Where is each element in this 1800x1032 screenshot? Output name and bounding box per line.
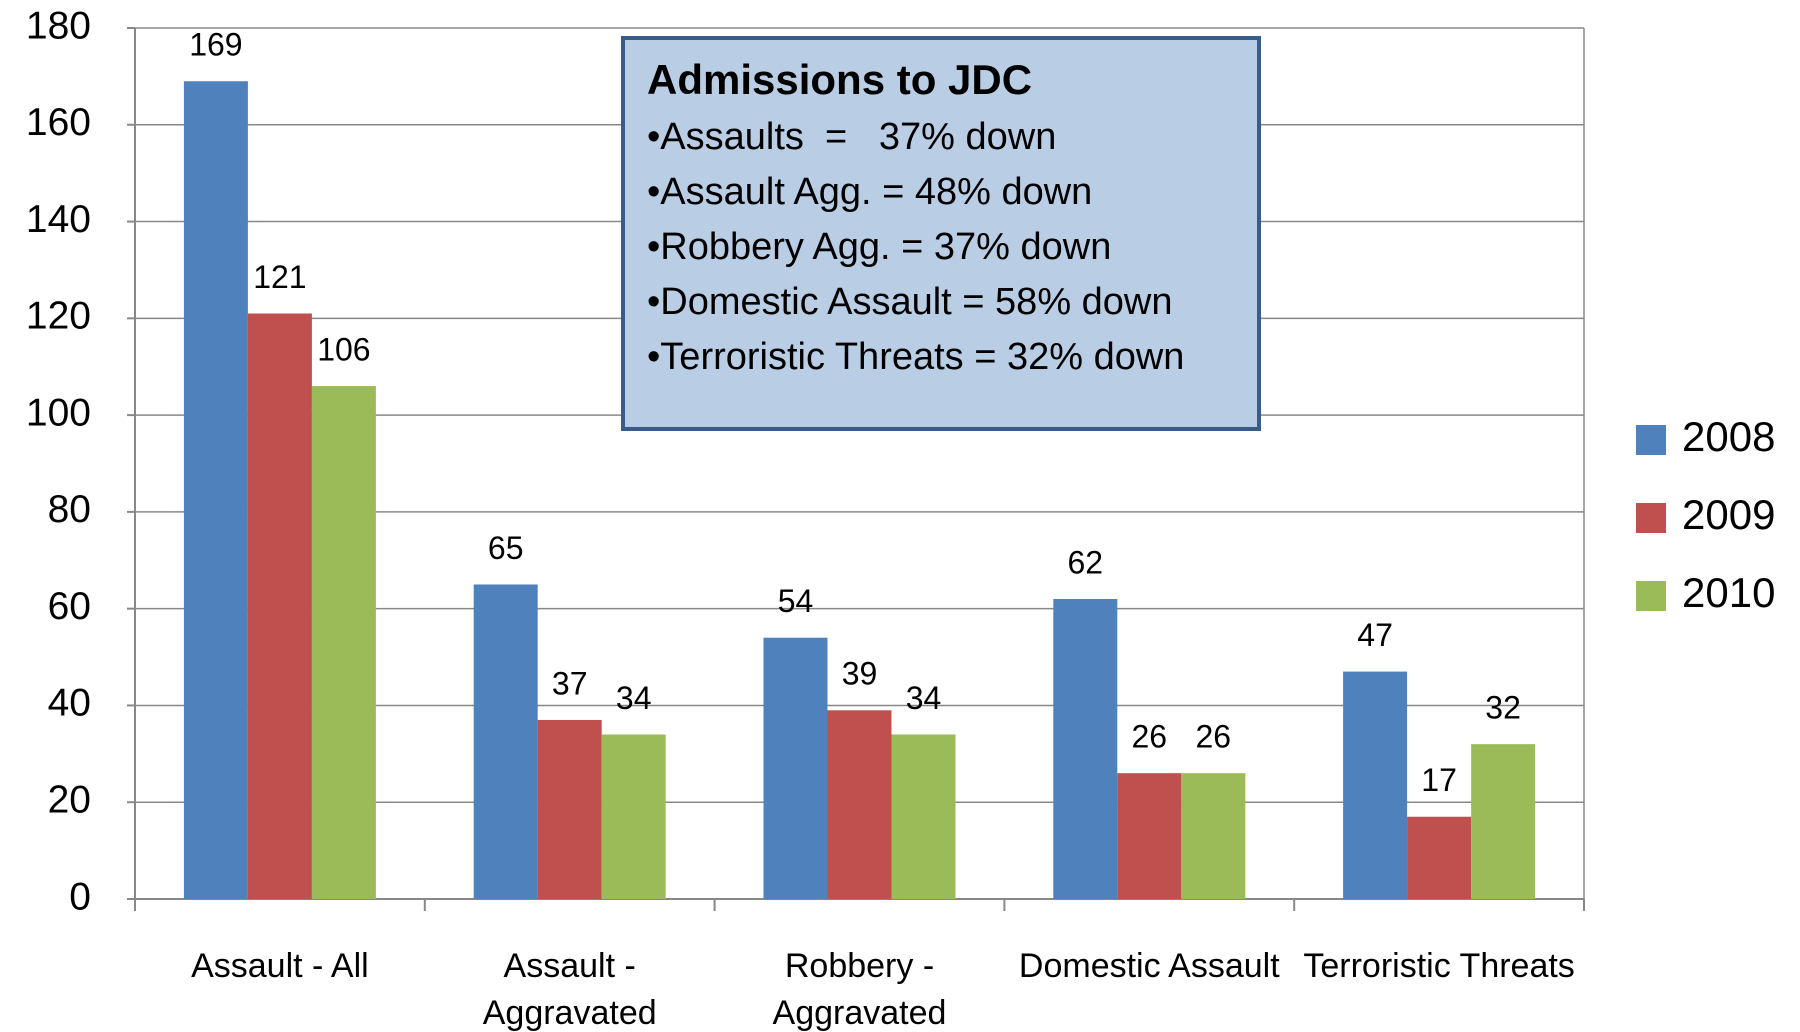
legend-label: 2010 bbox=[1682, 569, 1775, 616]
x-tick-label: Terroristic Threats bbox=[1303, 947, 1575, 985]
data-label: 26 bbox=[1196, 719, 1232, 755]
y-tick-label: 160 bbox=[26, 101, 91, 144]
y-tick-label: 60 bbox=[48, 585, 91, 628]
y-tick-label: 140 bbox=[26, 198, 91, 241]
y-tick-label: 120 bbox=[26, 295, 91, 338]
bar bbox=[1181, 773, 1246, 899]
bar bbox=[1407, 816, 1472, 899]
x-tick-label: Robbery - Aggravated bbox=[772, 947, 947, 1032]
y-tick-label: 180 bbox=[26, 4, 91, 47]
bar bbox=[891, 734, 956, 899]
annotation-box: Admissions to JDC •Assaults = 37% down •A… bbox=[621, 36, 1261, 431]
legend-label: 2009 bbox=[1682, 491, 1775, 538]
legend-swatch bbox=[1636, 581, 1666, 611]
annotation-title: Admissions to JDC bbox=[647, 56, 1033, 103]
data-label: 37 bbox=[552, 665, 588, 701]
data-label: 34 bbox=[616, 680, 652, 716]
y-tick-label: 20 bbox=[48, 779, 91, 822]
bar bbox=[247, 313, 312, 899]
bar bbox=[1343, 671, 1408, 899]
data-label: 17 bbox=[1421, 762, 1457, 798]
bar bbox=[311, 386, 376, 900]
data-label: 121 bbox=[253, 259, 306, 295]
data-label: 106 bbox=[317, 332, 370, 368]
data-label: 47 bbox=[1357, 617, 1393, 653]
annotation-line: •Assault Agg. = 48% down bbox=[647, 171, 1093, 213]
annotation-line: •Robbery Agg. = 37% down bbox=[647, 226, 1112, 268]
y-tick-label: 80 bbox=[48, 488, 91, 531]
data-label: 39 bbox=[842, 656, 878, 692]
data-label: 62 bbox=[1068, 544, 1104, 580]
bar bbox=[1117, 773, 1182, 899]
x-tick-label: Assault - Aggravated bbox=[482, 947, 657, 1032]
x-tick-label: Domestic Assault bbox=[1018, 947, 1280, 985]
bar bbox=[473, 584, 538, 899]
legend-swatch bbox=[1636, 503, 1666, 533]
data-label: 54 bbox=[778, 583, 814, 619]
data-label: 26 bbox=[1132, 719, 1168, 755]
bar bbox=[183, 81, 248, 899]
annotation-line: •Terroristic Threats = 32% down bbox=[647, 336, 1185, 378]
y-tick-label: 0 bbox=[69, 875, 91, 918]
data-label: 32 bbox=[1485, 690, 1521, 726]
data-label: 65 bbox=[488, 530, 524, 566]
annotation-line: •Assaults = 37% down bbox=[647, 116, 1057, 158]
x-tick-label: Assault - All bbox=[191, 947, 369, 985]
annotation-line: •Domestic Assault = 58% down bbox=[647, 281, 1173, 323]
bar bbox=[1053, 598, 1118, 899]
y-tick-label: 100 bbox=[26, 391, 91, 434]
bar bbox=[537, 719, 602, 899]
bar bbox=[763, 637, 828, 899]
legend-label: 2008 bbox=[1682, 413, 1775, 460]
bar bbox=[827, 710, 892, 899]
bar bbox=[601, 734, 666, 899]
data-label: 34 bbox=[906, 680, 942, 716]
bar bbox=[1471, 744, 1536, 899]
data-label: 169 bbox=[189, 27, 242, 63]
legend-swatch bbox=[1636, 425, 1666, 455]
y-tick-label: 40 bbox=[48, 682, 91, 725]
